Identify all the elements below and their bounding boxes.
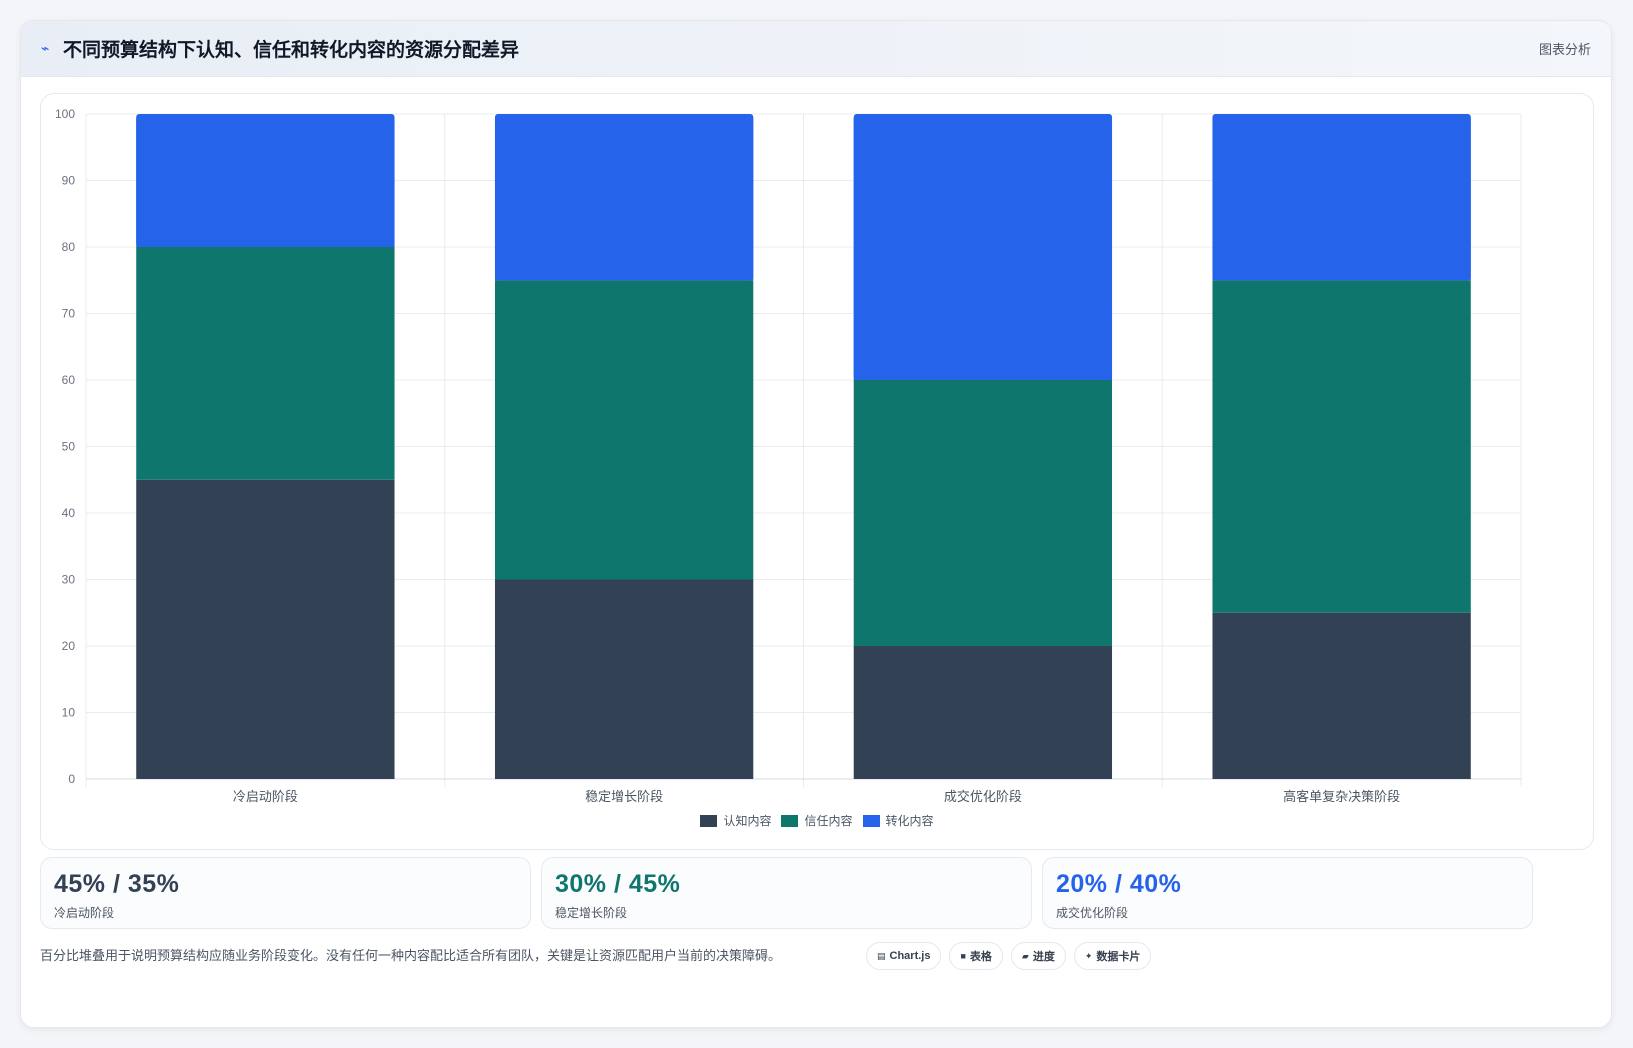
- y-tick-label: 60: [62, 373, 76, 387]
- chip-group: ▤ Chart.js ■ 表格 ▰ 进度 ✦ 数据卡片: [866, 942, 1152, 970]
- legend-label: 认知内容: [723, 814, 772, 828]
- legend-item-awareness[interactable]: 认知内容: [700, 812, 771, 829]
- bar-segment-fill: [136, 118, 395, 247]
- stat-card-cold-start: 45% / 35% 冷启动阶段: [40, 857, 531, 929]
- legend-label: 信任内容: [804, 814, 853, 828]
- chip-chartjs[interactable]: ▤ Chart.js: [866, 942, 942, 970]
- bar-segment: [853, 380, 1113, 646]
- bar-segment: [1212, 612, 1471, 779]
- legend-label: 转化内容: [885, 814, 934, 828]
- y-tick-label: 100: [55, 107, 75, 121]
- stat-label: 稳定增长阶段: [555, 906, 628, 920]
- trend-icon: ⌁: [41, 40, 50, 56]
- stat-value: 20% / 40%: [1056, 870, 1182, 898]
- chart-legend: 认知内容 信任内容 转化内容: [41, 812, 1593, 829]
- y-tick-label: 50: [62, 440, 76, 454]
- chart-icon: ▤: [877, 950, 886, 961]
- header-tag: 图表分析: [1538, 42, 1591, 57]
- bar-segment: [136, 247, 395, 480]
- stat-label: 冷启动阶段: [54, 906, 115, 920]
- stat-card-growth: 30% / 45% 稳定增长阶段: [541, 857, 1032, 929]
- x-tick-label: 冷启动阶段: [233, 789, 298, 804]
- y-tick-label: 10: [62, 706, 76, 720]
- y-tick-label: 20: [62, 639, 76, 653]
- stat-label: 成交优化阶段: [1056, 906, 1129, 920]
- chip-label: 表格: [969, 951, 992, 963]
- chip-data-card[interactable]: ✦ 数据卡片: [1073, 942, 1152, 970]
- bar-segment-fill: [1212, 118, 1471, 281]
- chip-progress[interactable]: ▰ 进度: [1010, 942, 1066, 970]
- chip-label: 进度: [1032, 951, 1055, 963]
- legend-item-conversion[interactable]: 转化内容: [862, 812, 934, 829]
- card-header: ⌁ 不同预算结构下认知、信任和转化内容的资源分配差异 图表分析: [21, 21, 1611, 77]
- chart-title: 不同预算结构下认知、信任和转化内容的资源分配差异: [63, 40, 520, 61]
- legend-item-trust[interactable]: 信任内容: [781, 812, 853, 829]
- stacked-bar-chart: 0 10 20 30 40 50 60 70 80 90 100 冷启动阶段 稳定增长阶段 成交优化阶段 高…: [55, 107, 1522, 804]
- table-icon: ■: [960, 951, 966, 961]
- x-tick-label: 高客单复杂决策阶段: [1283, 789, 1400, 804]
- y-tick-label: 80: [62, 240, 76, 254]
- bar-segment-fill: [853, 118, 1113, 380]
- stat-card-conversion: 20% / 40% 成交优化阶段: [1042, 857, 1533, 929]
- y-tick-label: 90: [62, 174, 76, 188]
- bar-segment: [494, 579, 754, 779]
- footnote: 百分比堆叠用于说明预算结构应随业务阶段变化。没有任何一种内容配比适合所有团队，关…: [40, 948, 782, 963]
- x-tick-label: 稳定增长阶段: [585, 789, 663, 804]
- bar-segment: [853, 646, 1113, 779]
- chart-card: ⌁ 不同预算结构下认知、信任和转化内容的资源分配差异 图表分析 0 10 20 30 4…: [20, 20, 1612, 1028]
- stat-value: 30% / 45%: [555, 870, 681, 898]
- chart-panel: 0 10 20 30 40 50 60 70 80 90 100 冷启动阶段 稳定增长阶段 成交优化阶段 高…: [40, 93, 1594, 850]
- bar-segment: [136, 479, 395, 779]
- progress-icon: ▰: [1021, 950, 1029, 961]
- y-tick-label: 30: [62, 573, 76, 587]
- legend-swatch-trust: [781, 814, 799, 827]
- chip-label: Chart.js: [889, 950, 931, 962]
- bar-segment: [1212, 280, 1471, 613]
- legend-swatch-awareness: [700, 814, 718, 827]
- sparkle-icon: ✦: [1084, 950, 1093, 961]
- y-tick-label: 40: [62, 506, 76, 520]
- y-tick-label: 0: [68, 772, 75, 786]
- legend-swatch-conversion: [862, 814, 880, 827]
- stat-value: 45% / 35%: [54, 870, 180, 898]
- bar-segment-fill: [494, 118, 754, 281]
- x-tick-label: 成交优化阶段: [944, 789, 1022, 804]
- y-tick-label: 70: [62, 307, 76, 321]
- bar-segment: [494, 280, 754, 580]
- chip-label: 数据卡片: [1096, 951, 1141, 963]
- chip-table[interactable]: ■ 表格: [949, 942, 1003, 970]
